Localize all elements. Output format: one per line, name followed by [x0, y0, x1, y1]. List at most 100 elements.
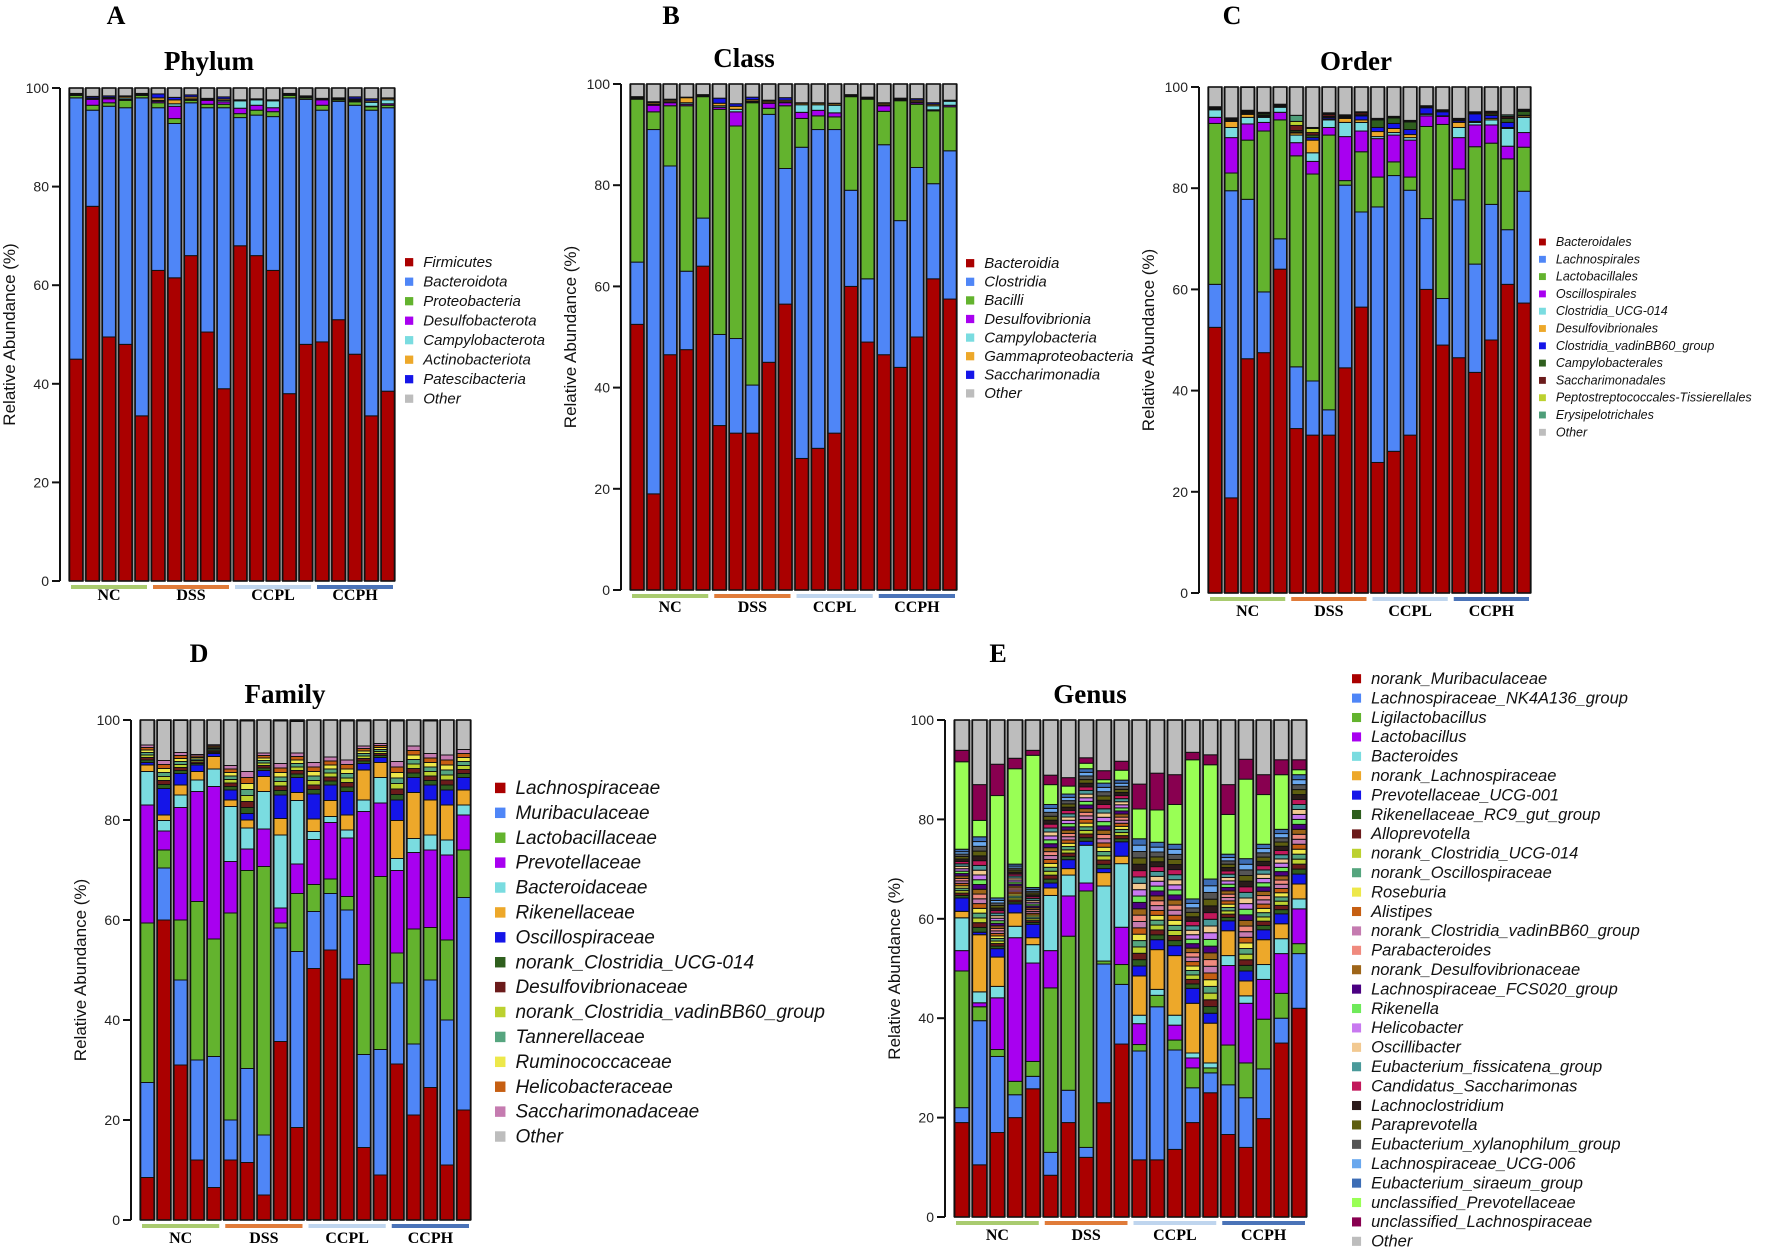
- bar-segment-eubacterium_siraeum_group: [1202, 878, 1219, 887]
- bar-outline: [331, 87, 347, 582]
- legend-swatch: [1352, 906, 1362, 917]
- bar-outline: [339, 719, 355, 1221]
- bar-segment-unclassified_lachnospiraceae: [954, 749, 970, 763]
- bar-segment-oscillospirales: [1451, 137, 1467, 170]
- bar-outline: [1184, 719, 1201, 1218]
- bar-segment-eubacterium_siraeum_group: [1238, 858, 1254, 865]
- bar-segment-norank_muribaculaceae: [1167, 1148, 1183, 1218]
- bar-sample-18: [1255, 719, 1272, 1218]
- y-tick-label: 60: [918, 911, 934, 927]
- bar-segment-lachnoclostridium: [1042, 819, 1059, 825]
- bar-segment-desulfobacterota: [200, 99, 215, 105]
- bar-segment-helicobacter: [1291, 813, 1307, 820]
- bar-segment-other: [827, 83, 842, 104]
- bar-segment-other: [893, 83, 908, 99]
- bar-segment-bacteroidota: [183, 102, 199, 257]
- bar-segment-other: [323, 719, 338, 758]
- bar-segment-desulfovibrionia: [876, 105, 892, 112]
- bar-segment-saccharimonadales: [1289, 124, 1304, 132]
- bar-segment-lachnospiraceae_fcs020_group: [1149, 890, 1165, 897]
- bar-segment-lachnospirales: [1354, 211, 1369, 308]
- bar-segment-norank_muribaculaceae: [1291, 1007, 1307, 1218]
- bar-segment-lactobacillus: [1113, 926, 1130, 966]
- bar-segment-bacteroidota: [85, 109, 100, 207]
- legend-label: Rikenellaceae_RC9_gut_group: [1371, 806, 1600, 824]
- legend-label: Desulfobacterota: [423, 313, 536, 330]
- bar-segment-prevotellaceae_ucg-001: [1238, 970, 1254, 982]
- bar-segment-clostridia_ucg-014: [1272, 106, 1288, 113]
- bar-segment-helicobacter: [1042, 835, 1059, 841]
- bar-segment-roseburia: [1078, 822, 1094, 828]
- panel-letter: A: [107, 1, 126, 30]
- bar-segment-saccharimonadaceae: [273, 763, 288, 769]
- legend-label: Saccharimonadaceae: [515, 1102, 699, 1123]
- bar-segment-norank_clostridia_ucg-014: [389, 794, 405, 801]
- legend-label: Lachnospirales: [1556, 252, 1640, 266]
- bar-segment-lachnospirales: [1370, 206, 1385, 463]
- bar-sample-3: [662, 83, 678, 591]
- bar-segment-candidatus_saccharimonas: [1273, 849, 1290, 856]
- bar-sample-20: [1516, 86, 1532, 594]
- bar-segment-bacteroides: [1149, 988, 1165, 996]
- bar-segment-other: [1273, 719, 1290, 761]
- legend-label: Saccharimonadales: [1556, 373, 1666, 387]
- legend-swatch: [495, 782, 506, 794]
- bar-segment-helicobacteraceae: [273, 767, 288, 773]
- bar-outline: [1166, 719, 1183, 1218]
- bar-segment-candidatus_saccharimonas: [1291, 799, 1307, 805]
- bar-segment-norank_clostridia_vadinbb60_group: [1149, 905, 1165, 911]
- bar-segment-bacteroidota: [232, 117, 248, 247]
- bar-segment-bacilli: [629, 98, 645, 263]
- bar-segment-unclassified_prevotellaceae: [1167, 803, 1183, 845]
- bar-segment-rikenellaceae: [173, 784, 188, 796]
- y-tick-label: 0: [41, 573, 49, 589]
- bar-segment-bacteroidaceae: [206, 768, 222, 787]
- bar-segment-alloprevotella: [1273, 904, 1290, 911]
- bar-segment-lachnoclostridium: [1238, 880, 1254, 888]
- bar-segment-bacteroidota: [118, 107, 133, 345]
- bar-sample-7: [1060, 719, 1077, 1218]
- bar-segment-tannerellaceae: [423, 766, 438, 772]
- bar-segment-other: [679, 83, 694, 98]
- legend-label: Ligilactobacillus: [1371, 709, 1487, 727]
- bar-outline: [183, 87, 199, 582]
- bar-sample-17: [1237, 719, 1254, 1218]
- bar-segment-unclassified_lachnospiraceae: [1220, 784, 1236, 815]
- bar-segment-proteobacteria: [118, 99, 133, 109]
- bar-segment-desulfobacterota: [249, 104, 264, 111]
- bar-outline: [679, 83, 695, 591]
- bar-segment-bacteroidota: [380, 107, 396, 392]
- bar-sample-10: [1113, 719, 1130, 1218]
- bar-segment-alloprevotella: [1131, 952, 1148, 961]
- bar-segment-bacteroidaceae: [339, 829, 355, 839]
- bar-segment-norank_desulfovibrionaceae: [1184, 947, 1201, 954]
- legend-swatch: [1352, 732, 1362, 742]
- bar-segment-eubacterium_siraeum_group: [971, 836, 988, 843]
- bar-segment-lachnospirales: [1419, 218, 1434, 290]
- bar-segment-lachnospiraceae: [206, 1187, 222, 1221]
- bar-segment-clostridia_ucg-014: [1256, 116, 1272, 123]
- bar-segment-prevotellaceae_ucg-001: [1149, 939, 1165, 951]
- bar-segment-lachnoclostridium: [1131, 863, 1148, 872]
- bar-segment-unclassified_lachnospiraceae: [1273, 759, 1290, 776]
- bar-segment-desulfovibrionales: [1224, 120, 1239, 128]
- bar-segment-prevotellaceae: [373, 802, 388, 877]
- legend-swatch: [405, 355, 414, 364]
- bar-sample-17: [406, 719, 422, 1221]
- bar-segment-norank_clostridia_vadinbb60_group: [1273, 883, 1290, 889]
- bar-segment-lachnospiraceae_nk4a136_group: [1060, 1089, 1077, 1124]
- bar-segment-other: [265, 87, 281, 101]
- bar-segment-ligilactobacillus: [1167, 1039, 1183, 1051]
- bar-segment-prevotellaceae_ucg-001: [1202, 1012, 1219, 1024]
- bar-segment-bacteroidia: [745, 432, 760, 591]
- legend-swatch: [1352, 674, 1362, 684]
- group-label-nc: NC: [97, 587, 120, 604]
- legend: Bacteroidales Lachnospirales Lactobacillal…: [1539, 235, 1752, 439]
- legend-swatch: [1352, 1120, 1362, 1130]
- legend-swatch: [1352, 1003, 1362, 1014]
- legend-label: Prevotellaceae: [515, 853, 641, 874]
- bar-sample-19: [1500, 86, 1516, 594]
- bar-segment-muribaculaceae: [373, 1049, 388, 1176]
- group-label-dss: DSS: [176, 587, 205, 604]
- legend-label: Firmicutes: [423, 254, 493, 271]
